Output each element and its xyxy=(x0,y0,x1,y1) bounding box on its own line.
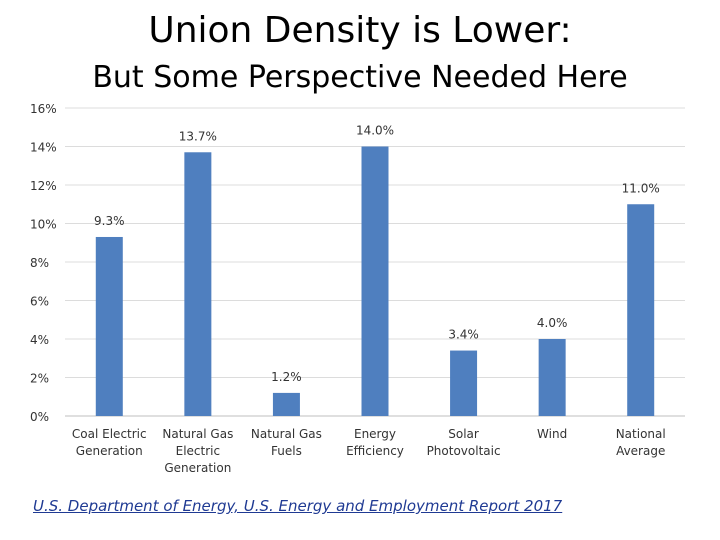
y-tick-label: 8% xyxy=(30,256,49,270)
bar xyxy=(538,339,566,416)
data-label: 1.2% xyxy=(271,370,302,384)
category-label: Natural Gas Electric Generation xyxy=(162,427,233,475)
y-tick-label: 16% xyxy=(30,102,57,116)
y-tick-label: 2% xyxy=(30,372,49,386)
category-label: Natural Gas Fuels xyxy=(251,427,322,458)
bar xyxy=(184,152,212,416)
category-label: Wind xyxy=(537,427,567,441)
y-tick-label: 6% xyxy=(30,295,49,309)
source-link[interactable]: U.S. Department of Energy, U.S. Energy a… xyxy=(33,497,563,515)
data-label: 13.7% xyxy=(179,129,217,143)
chart-title: Union Density is Lower: xyxy=(148,10,572,51)
category-label: Solar Photovoltaic xyxy=(427,427,501,458)
data-label: 11.0% xyxy=(622,181,660,195)
data-label: 4.0% xyxy=(537,316,568,330)
bar xyxy=(272,392,300,416)
y-tick-label: 4% xyxy=(30,333,49,347)
category-label: National Average xyxy=(616,427,666,458)
y-tick-label: 0% xyxy=(30,410,49,424)
y-tick-label: 12% xyxy=(30,179,57,193)
data-label: 3.4% xyxy=(448,328,479,342)
bar xyxy=(627,204,655,416)
data-label: 14.0% xyxy=(356,124,394,138)
y-tick-label: 10% xyxy=(30,218,57,232)
bar xyxy=(361,146,389,416)
data-label: 9.3% xyxy=(94,214,125,228)
bar xyxy=(450,350,478,416)
y-tick-label: 14% xyxy=(30,141,57,155)
chart-subtitle: But Some Perspective Needed Here xyxy=(92,60,628,95)
category-label: Energy Efficiency xyxy=(346,427,404,458)
category-label: Coal Electric Generation xyxy=(72,427,147,458)
bar xyxy=(95,236,123,416)
